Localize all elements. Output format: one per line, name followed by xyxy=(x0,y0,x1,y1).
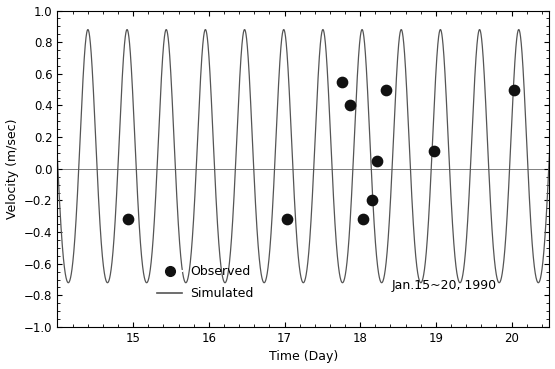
Text: Jan.15~20, 1990: Jan.15~20, 1990 xyxy=(392,279,497,292)
Point xyxy=(282,217,291,223)
Point xyxy=(372,158,381,164)
Point xyxy=(381,87,390,93)
Point xyxy=(429,148,438,154)
Y-axis label: Velocity (m/sec): Velocity (m/sec) xyxy=(6,118,18,219)
Point xyxy=(368,197,377,203)
X-axis label: Time (Day): Time (Day) xyxy=(269,351,338,363)
Point xyxy=(123,217,132,223)
Legend: Observed, Simulated: Observed, Simulated xyxy=(152,260,258,305)
Point xyxy=(359,217,368,223)
Point xyxy=(337,79,346,85)
Point xyxy=(509,87,518,93)
Point xyxy=(346,103,355,108)
